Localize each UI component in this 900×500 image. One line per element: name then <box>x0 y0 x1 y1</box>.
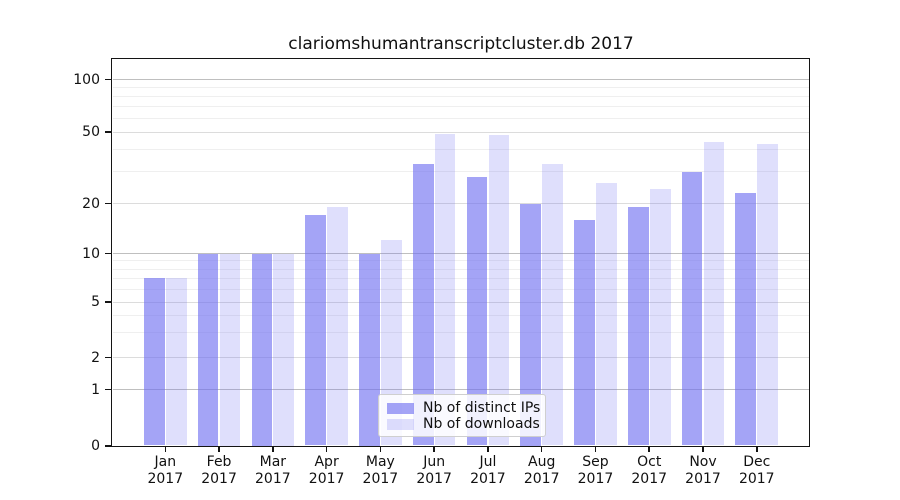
bar-apr-distinct-ips <box>305 215 326 446</box>
bar-feb-downloads <box>219 253 241 446</box>
x-tick-jul <box>487 446 489 452</box>
gridline-minor-4 <box>113 315 809 317</box>
bar-dec-distinct-ips <box>735 192 757 446</box>
bar-feb-distinct-ips <box>197 253 219 446</box>
gridline-minor-3 <box>113 332 809 334</box>
gridline-minor-70 <box>113 106 809 107</box>
gridline-minor-80 <box>113 95 809 97</box>
chart-title: clariomshumantranscriptcluster.db 2017 <box>288 34 634 54</box>
x-tick-label-mar: Mar 2017 <box>255 454 291 487</box>
y-tick-label-20: 20 <box>82 195 100 212</box>
gridline-minor-40 <box>113 148 809 150</box>
legend-label-distinct-ips: Nb of distinct IPs <box>423 400 541 416</box>
x-tick-label-may: May 2017 <box>362 454 399 487</box>
x-tick-label-jun: Jun 2017 <box>416 454 452 487</box>
gridline-50 <box>113 131 809 133</box>
bar-dec-downloads <box>757 143 779 446</box>
legend: Nb of distinct IPs Nb of downloads <box>378 394 546 437</box>
gridline-minor-9 <box>113 260 809 262</box>
gridline-10 <box>113 253 809 254</box>
x-tick-jun <box>433 446 435 452</box>
bar-oct-downloads <box>649 189 671 446</box>
x-tick-label-nov: Nov 2017 <box>685 454 721 487</box>
gridline-minor-7 <box>113 277 809 279</box>
y-tick-1 <box>105 388 111 391</box>
x-tick-aug <box>540 446 543 452</box>
bar-apr-downloads <box>327 207 348 446</box>
bar-mar-distinct-ips <box>251 253 273 446</box>
legend-swatch-downloads <box>387 418 414 430</box>
y-tick-100 <box>105 78 111 81</box>
bar-jul-distinct-ips <box>466 177 488 446</box>
gridline-minor-6 <box>113 288 809 290</box>
gridline-minor-8 <box>113 268 809 270</box>
gridline-minor-90 <box>113 86 809 88</box>
y-tick-50 <box>105 131 111 133</box>
x-tick-label-jul: Jul 2017 <box>470 454 506 487</box>
x-tick-label-jan: Jan 2017 <box>147 454 184 487</box>
legend-item-distinct-ips: Nb of distinct IPs <box>387 400 541 416</box>
y-tick-label-10: 10 <box>82 245 100 262</box>
bar-jun-distinct-ips <box>412 164 434 446</box>
gridline-minor-60 <box>113 117 809 119</box>
x-tick-nov <box>702 446 704 452</box>
x-tick-label-oct: Oct 2017 <box>631 454 668 487</box>
bar-nov-downloads <box>703 141 725 446</box>
x-tick-may <box>379 446 382 452</box>
legend-swatch-distinct-ips <box>387 402 414 414</box>
y-tick-label-50: 50 <box>82 124 100 140</box>
bar-sep-distinct-ips <box>574 219 595 446</box>
bar-aug-downloads <box>542 164 563 446</box>
bar-mar-downloads <box>273 253 295 446</box>
x-tick-label-feb: Feb 2017 <box>201 454 237 487</box>
y-tick-10 <box>105 252 111 255</box>
y-tick-label-1: 1 <box>91 381 100 398</box>
bar-oct-distinct-ips <box>627 207 649 446</box>
bar-jul-downloads <box>488 135 510 446</box>
gridline-minor-30 <box>113 171 809 173</box>
x-tick-sep <box>594 446 597 452</box>
x-tick-label-sep: Sep 2017 <box>577 454 614 487</box>
gridline-5 <box>113 301 809 303</box>
legend-item-downloads: Nb of downloads <box>387 416 540 432</box>
gridline-2 <box>113 357 809 358</box>
bar-nov-distinct-ips <box>681 171 703 446</box>
x-tick-label-dec: Dec 2017 <box>738 454 775 487</box>
y-tick-label-100: 100 <box>73 71 100 88</box>
y-tick-label-5: 5 <box>91 294 100 310</box>
bar-jan-distinct-ips <box>144 278 165 446</box>
y-tick-2 <box>105 356 111 359</box>
bar-jun-downloads <box>434 133 456 446</box>
x-tick-mar <box>272 446 274 452</box>
x-tick-label-apr: Apr 2017 <box>308 454 345 487</box>
x-tick-jan <box>164 446 167 452</box>
x-tick-oct <box>648 446 650 452</box>
x-tick-apr <box>325 446 328 452</box>
y-tick-label-2: 2 <box>91 349 100 366</box>
y-tick-20 <box>105 202 111 205</box>
x-tick-label-aug: Aug 2017 <box>523 454 560 487</box>
bar-aug-distinct-ips <box>520 203 542 446</box>
y-tick-0 <box>105 445 111 447</box>
bar-may-distinct-ips <box>359 253 380 446</box>
gridline-20 <box>113 203 809 204</box>
y-tick-label-0: 0 <box>91 438 100 454</box>
bar-sep-downloads <box>596 183 617 446</box>
bar-jan-downloads <box>165 278 187 446</box>
x-tick-feb <box>218 446 220 452</box>
x-tick-dec <box>756 446 758 452</box>
gridline-1 <box>113 389 809 390</box>
gridline-100 <box>113 79 809 80</box>
y-tick-5 <box>105 301 111 303</box>
legend-label-downloads: Nb of downloads <box>423 416 540 432</box>
